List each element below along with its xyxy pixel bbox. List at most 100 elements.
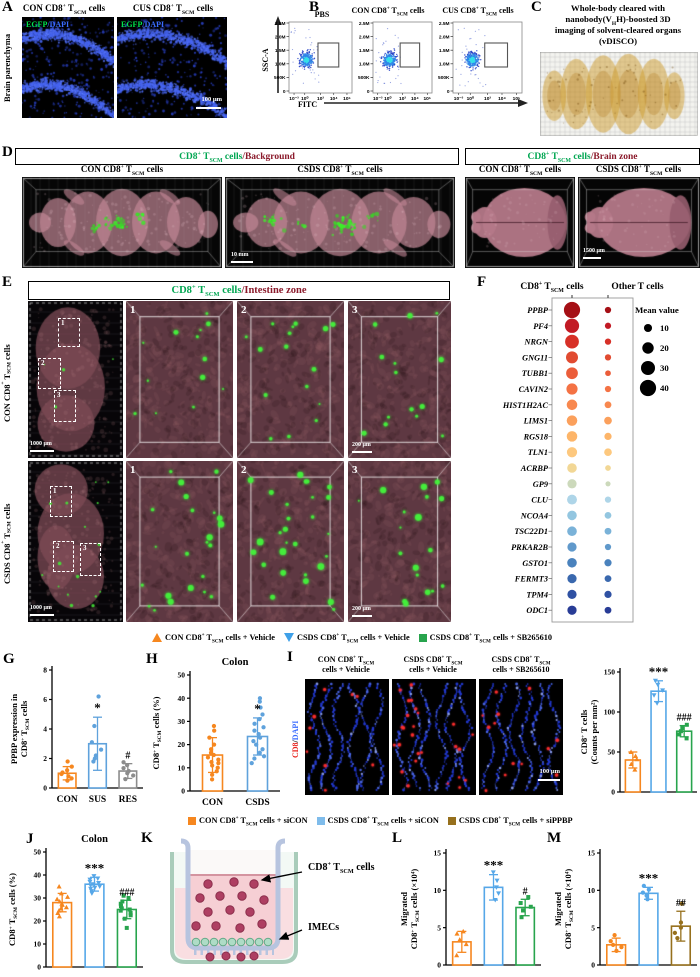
- panelD-scale-bg: 10 mm: [231, 252, 249, 258]
- panelE-scale-bar: [352, 615, 372, 617]
- panelE-scale-main: 1000 μm: [30, 441, 52, 447]
- svg-text:10⁴: 10⁴: [330, 96, 338, 102]
- svg-text:30: 30: [178, 717, 186, 726]
- square-icon: [418, 633, 427, 642]
- imec-cells: [191, 937, 273, 947]
- panelE-inset-box: 2: [53, 541, 74, 572]
- panel-label-e: E: [2, 274, 13, 290]
- svg-text:10⁵: 10⁵: [423, 96, 431, 102]
- svg-text:GP9: GP9: [533, 480, 548, 489]
- panel-label-b: B: [309, 0, 320, 15]
- legend-label: CSDS CD8+ TSCM cells + SB265610: [429, 632, 553, 645]
- svg-text:Colon: Colon: [222, 657, 249, 668]
- panelE-scale-bar: [352, 451, 372, 453]
- svg-text:CON: CON: [202, 798, 223, 808]
- panelE-inset-box: 3: [54, 390, 76, 422]
- panelC-mouse-image: [540, 52, 698, 136]
- panelD-brain-image-csds: [578, 177, 700, 268]
- insert-flange-right: [275, 838, 286, 849]
- svg-text:2.0M: 2.0M: [439, 34, 450, 40]
- panelE-zoom-number: 3: [352, 304, 358, 316]
- svg-text:***: ***: [484, 858, 504, 873]
- svg-text:CD8+ TSCM cells (×104): CD8+ TSCM cells (×104): [409, 869, 421, 950]
- svg-text:40: 40: [178, 694, 186, 703]
- svg-text:RES: RES: [119, 795, 137, 805]
- panelE-header: CD8+ TSCM cells/Intestine zone: [28, 281, 450, 300]
- legend-label: CSDS CD8+ TSCM cells + siCON: [327, 815, 439, 828]
- panelK-cell-label: CD8+ TSCM cells: [308, 860, 375, 875]
- panelE-zoom-number: 2: [241, 464, 247, 476]
- panelD-body-image-csds: [225, 177, 455, 268]
- panelE-zoom-number: 1: [130, 464, 136, 476]
- panelE-main-con: [28, 301, 123, 458]
- svg-text:40: 40: [660, 383, 669, 393]
- svg-text:20: 20: [660, 343, 669, 353]
- panelE-zoom2-con: [237, 301, 344, 458]
- svg-text:Mean value: Mean value: [635, 305, 679, 315]
- panelC-title-line2: nanobody(VHH)-boosted 3D: [565, 13, 671, 27]
- svg-text:SSC-A: SSC-A: [261, 48, 270, 71]
- square-icon: [447, 816, 456, 825]
- svg-text:5: 5: [591, 923, 595, 932]
- svg-text:0: 0: [283, 89, 286, 95]
- panelE-inset-box: 3: [80, 543, 101, 576]
- svg-text:1.0M: 1.0M: [439, 62, 450, 68]
- panelE-zoom-number: 3: [352, 464, 358, 476]
- panelF-col-header-2: Other T cells: [611, 282, 664, 292]
- panel-label-k: K: [141, 830, 153, 846]
- svg-text:0: 0: [181, 787, 185, 796]
- square-icon: [316, 816, 325, 825]
- panelD-scale-bg-bar: [231, 261, 253, 263]
- svg-text:PPBP expression in: PPBP expression in: [9, 694, 19, 764]
- svg-text:CD8+ T cells: CD8+ T cells: [579, 709, 589, 754]
- svg-text:10⁴: 10⁴: [498, 96, 506, 102]
- panelD-scale-brain: 1500 μm: [583, 248, 605, 254]
- svg-text:NRGN: NRGN: [523, 338, 549, 347]
- panelD-brain-title-csds: CSDS CD8+ TSCM cells: [595, 164, 682, 177]
- svg-text:50: 50: [178, 671, 186, 680]
- svg-text:4: 4: [43, 725, 47, 734]
- legend-label: CSDS CD8+ TSCM cells + siPPBP: [458, 815, 573, 828]
- svg-text:2.5M: 2.5M: [439, 21, 450, 27]
- svg-text:***: ***: [639, 870, 659, 885]
- panelI-image-2: [392, 679, 476, 795]
- svg-text:0: 0: [611, 788, 615, 797]
- panelF-dotplot: PPBP PF4 NRGN GNG11 TUBB1 CAVIN2 HIST1H2AC LIMS…: [502, 295, 679, 623]
- svg-text:***: ***: [649, 664, 669, 679]
- svg-text:50: 50: [608, 748, 616, 757]
- panelI-scale-text: 100 μm: [539, 768, 560, 775]
- legend-vehicle-groups: CON CD8+ TSCM cells + Vehicle CSDS CD8+ T…: [152, 629, 700, 646]
- legend-label: CON CD8+ TSCM cells + siCON: [199, 815, 308, 828]
- panelJ-chart: 0 10 20 30 40 50 CD8+ TSCM cells (%) Colon *** ##…: [6, 830, 146, 975]
- bar-chart-H: 0 10 20 30 40 50 CD8+ TSCM cells (%) Colon CON * C…: [151, 657, 280, 808]
- svg-text:40: 40: [34, 871, 42, 880]
- panelD-bg-title-con: CON CD8+ TSCM cells: [80, 164, 164, 177]
- svg-text:2: 2: [43, 754, 47, 763]
- svg-text:30: 30: [660, 363, 669, 373]
- panelE-inset-box: 1: [58, 318, 80, 347]
- svg-text:10⁻³: 10⁻³: [373, 96, 383, 102]
- svg-text:CON: CON: [57, 795, 78, 805]
- svg-text:1.5M: 1.5M: [439, 48, 450, 54]
- svg-text:RGS18: RGS18: [523, 432, 549, 441]
- svg-text:1.5M: 1.5M: [359, 48, 370, 54]
- panelI-image-1: [305, 679, 389, 795]
- panelE-row-label-con: CON CD8+ TSCM cells: [0, 344, 13, 422]
- panelA-scale-text: 100 μm: [201, 96, 222, 103]
- panelC-title-line4: (vDISCO): [598, 35, 638, 46]
- bar-chart-I: 0 50 100 150 CD8+ T cells (Counts per mm2) ***…: [579, 664, 697, 797]
- svg-text:50: 50: [34, 848, 42, 857]
- svg-text:0: 0: [43, 784, 47, 793]
- svg-text:10⁰: 10⁰: [467, 96, 474, 102]
- legend-label: CSDS CD8+ TSCM cells + Vehicle: [296, 632, 410, 645]
- panelI-title-3: CSDS CD8+ TSCM cells + SB265610: [491, 655, 551, 674]
- svg-text:GNG11: GNG11: [522, 353, 548, 362]
- panelE-scale-zoom: 200 μm: [352, 606, 371, 612]
- svg-text:#: #: [523, 886, 528, 897]
- legend-sirna-groups: CON CD8+ TSCM cells + siCON CSDS CD8+ TSC…: [188, 812, 700, 829]
- svg-text:0: 0: [437, 961, 441, 970]
- legend-item: CSDS CD8+ TSCM cells + Vehicle: [283, 632, 410, 645]
- panelB-title-pbs: PBS: [314, 10, 330, 19]
